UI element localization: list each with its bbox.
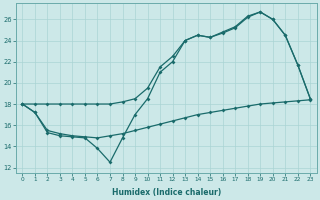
X-axis label: Humidex (Indice chaleur): Humidex (Indice chaleur) — [112, 188, 221, 197]
